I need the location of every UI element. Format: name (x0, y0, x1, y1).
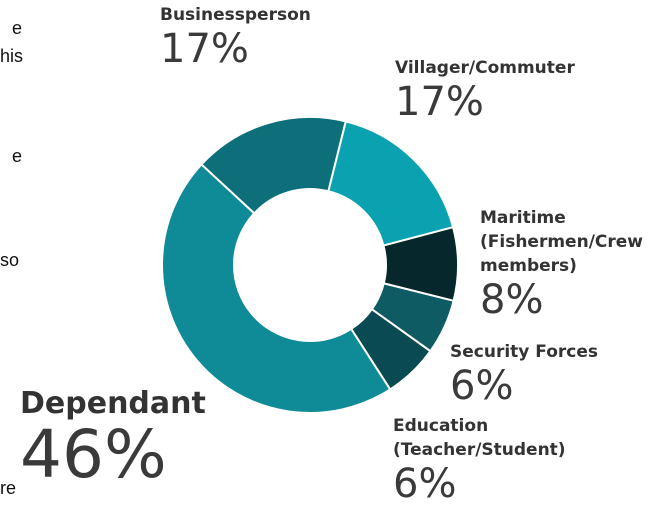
slice-label: Dependant 46% (20, 386, 280, 488)
category-label: Maritime (Fishermen/Crew members) (480, 208, 643, 276)
category-label: Security Forces (450, 342, 599, 362)
category-label: Education (Teacher/Student) (393, 416, 566, 460)
margin-text: e (12, 146, 23, 166)
slice-label: Education (Teacher/Student) 6% (393, 414, 593, 506)
margin-text: e (12, 18, 23, 38)
margin-text: re (0, 478, 17, 498)
margin-text: so (0, 250, 20, 270)
slice-label: Security Forces 6% (450, 340, 650, 408)
slice-label: Businessperson 17% (160, 3, 360, 71)
value-label: 6% (393, 461, 457, 507)
value-label: 46% (20, 416, 167, 493)
value-label: 17% (395, 79, 484, 125)
slice-label: Maritime (Fishermen/Crew members) 8% (480, 206, 655, 322)
value-label: 6% (450, 363, 514, 409)
value-label: 17% (160, 26, 249, 72)
category-label: Villager/Commuter (395, 58, 575, 78)
donut-slice (327, 120, 455, 247)
margin-text: his (0, 46, 24, 66)
category-label: Businessperson (160, 5, 311, 25)
category-label: Dependant (20, 386, 206, 421)
donut-slice (161, 163, 392, 414)
value-label: 8% (480, 277, 544, 323)
slice-label: Villager/Commuter 17% (395, 56, 615, 124)
